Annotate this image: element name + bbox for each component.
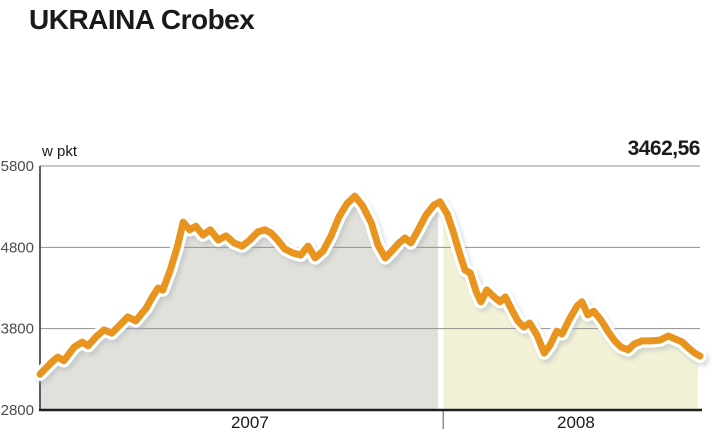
y-tick-label-5800: 5800 (1, 158, 34, 175)
y-tick-label-4800: 4800 (1, 239, 34, 256)
series-line-crobex (36, 192, 704, 378)
last-value-label: 3462,56 (627, 137, 701, 160)
y-tick-label-3800: 3800 (1, 321, 34, 338)
x-year-label-2007: 2007 (231, 413, 269, 432)
chart-title: UKRAINA Crobex (29, 4, 255, 35)
area-2007 (40, 196, 438, 410)
y-tick-label-2800: 2800 (1, 402, 34, 419)
area-2008 (443, 207, 699, 410)
x-year-label-2008: 2008 (557, 413, 595, 432)
y-axis-unit-label: w pkt (42, 143, 78, 160)
